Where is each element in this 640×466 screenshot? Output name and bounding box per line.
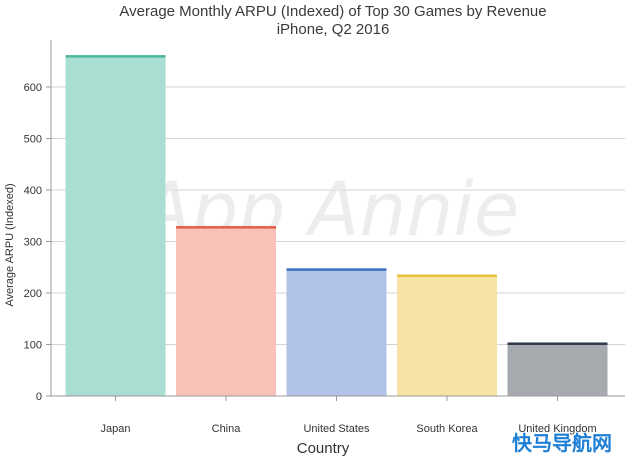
corner-badge: 快马导航网 (512, 431, 612, 455)
x-tick-label: South Korea (416, 423, 478, 435)
bar (507, 343, 608, 396)
y-axis-title: Average ARPU (Indexed) (4, 183, 16, 306)
y-tick-label: 100 (24, 340, 42, 352)
x-tick-label: United States (303, 423, 370, 435)
bar-top-line (286, 268, 387, 271)
bar-top-line (65, 55, 166, 58)
y-tick-label: 0 (36, 391, 42, 403)
bar (176, 227, 276, 396)
bar-top-line (397, 274, 497, 277)
bar (286, 269, 387, 396)
x-tick-label: Japan (101, 423, 131, 435)
bar (65, 56, 166, 396)
y-tick-label: 200 (24, 288, 42, 300)
x-axis-title: Country (297, 440, 350, 457)
x-tick-label: United Kingdom (518, 423, 596, 435)
bar (397, 275, 497, 396)
y-tick-label: 400 (24, 185, 42, 197)
bar-top-line (176, 226, 276, 229)
y-tick-label: 500 (24, 134, 42, 146)
chart-title: Average Monthly ARPU (Indexed) of Top 30… (119, 3, 546, 20)
bars (65, 55, 608, 396)
axes: 0 100 200 300 400 500 600 Japan China United Stat… (24, 40, 625, 435)
chart-subtitle: iPhone, Q2 2016 (277, 21, 390, 38)
y-tick-label: 300 (24, 237, 42, 249)
x-tick-label: China (212, 423, 242, 435)
y-tick-label: 600 (24, 82, 42, 94)
bar-top-line (507, 342, 608, 345)
